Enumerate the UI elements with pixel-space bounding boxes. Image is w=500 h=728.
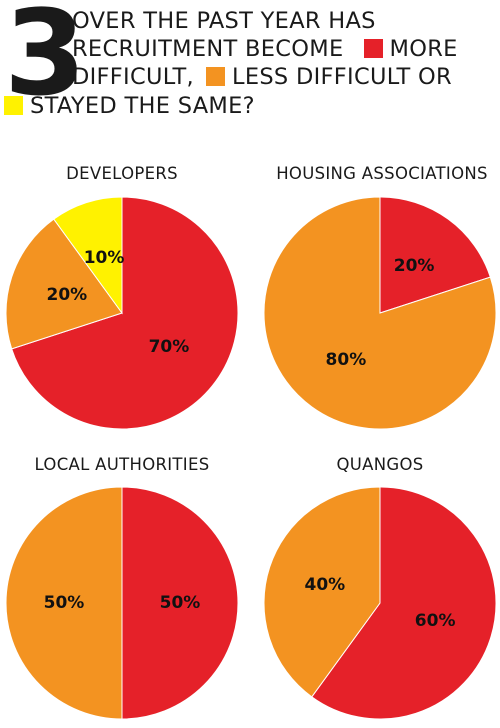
chart-title-housing-associations: HOUSING ASSOCIATIONS: [276, 164, 488, 183]
question-number: 3: [4, 0, 86, 122]
pie-slice-more-difficult: [311, 486, 497, 720]
slice-label-less-difficult: 80%: [326, 350, 367, 370]
slice-label-stayed-the-same: 10%: [84, 248, 125, 268]
question-line-1: OVER THE PAST YEAR HAS: [72, 8, 376, 34]
pie-slice-less-difficult: [5, 486, 123, 720]
slice-label-more-difficult: 60%: [415, 611, 456, 631]
slice-label-more-difficult: 70%: [149, 337, 190, 357]
question-line-3: DIFFICULT, LESS DIFFICULT OR: [72, 64, 452, 90]
pie-slice-more-difficult: [11, 196, 239, 430]
question-header: 3 OVER THE PAST YEAR HAS RECRUITMENT BEC…: [0, 0, 500, 130]
slice-label-more-difficult: 20%: [394, 256, 435, 276]
legend-label-more: MORE: [389, 36, 458, 62]
legend-swatch-less: [206, 67, 225, 86]
chart-title-local-authorities: LOCAL AUTHORITIES: [34, 455, 210, 474]
question-line-2: RECRUITMENT BECOME MORE: [72, 36, 458, 62]
question-text-1: OVER THE PAST YEAR HAS: [72, 8, 376, 34]
pie-slice-stayed-the-same: [53, 196, 123, 315]
slice-label-more-difficult: 50%: [160, 593, 201, 613]
pie-chart-local-authorities: 50% 50%: [5, 486, 239, 720]
chart-title-developers: DEVELOPERS: [66, 164, 178, 183]
slice-label-less-difficult: 50%: [44, 593, 85, 613]
pie-slice-more-difficult: [121, 486, 239, 720]
pie-chart-quangos: 60% 40%: [263, 486, 497, 720]
pie-slice-less-difficult: [263, 196, 497, 430]
pie-chart-housing-associations: 20% 80%: [263, 196, 497, 430]
pie-slice-more-difficult: [379, 196, 491, 314]
question-line-4: STAYED THE SAME?: [4, 93, 255, 119]
pie-chart-developers: 70% 20% 10%: [5, 196, 239, 430]
pie-slice-less-difficult: [5, 218, 123, 350]
legend-label-less: LESS DIFFICULT OR: [232, 64, 452, 90]
question-text-2: RECRUITMENT BECOME: [72, 36, 344, 62]
legend-label-same: STAYED THE SAME?: [30, 93, 255, 119]
question-text-3: DIFFICULT,: [72, 64, 194, 90]
legend-swatch-more: [363, 39, 383, 58]
pie-slice-less-difficult: [263, 486, 381, 698]
slice-label-less-difficult: 40%: [304, 575, 345, 595]
slice-label-less-difficult: 20%: [46, 285, 87, 305]
chart-title-quangos: QUANGOS: [336, 455, 424, 474]
legend-swatch-same: [4, 96, 23, 115]
